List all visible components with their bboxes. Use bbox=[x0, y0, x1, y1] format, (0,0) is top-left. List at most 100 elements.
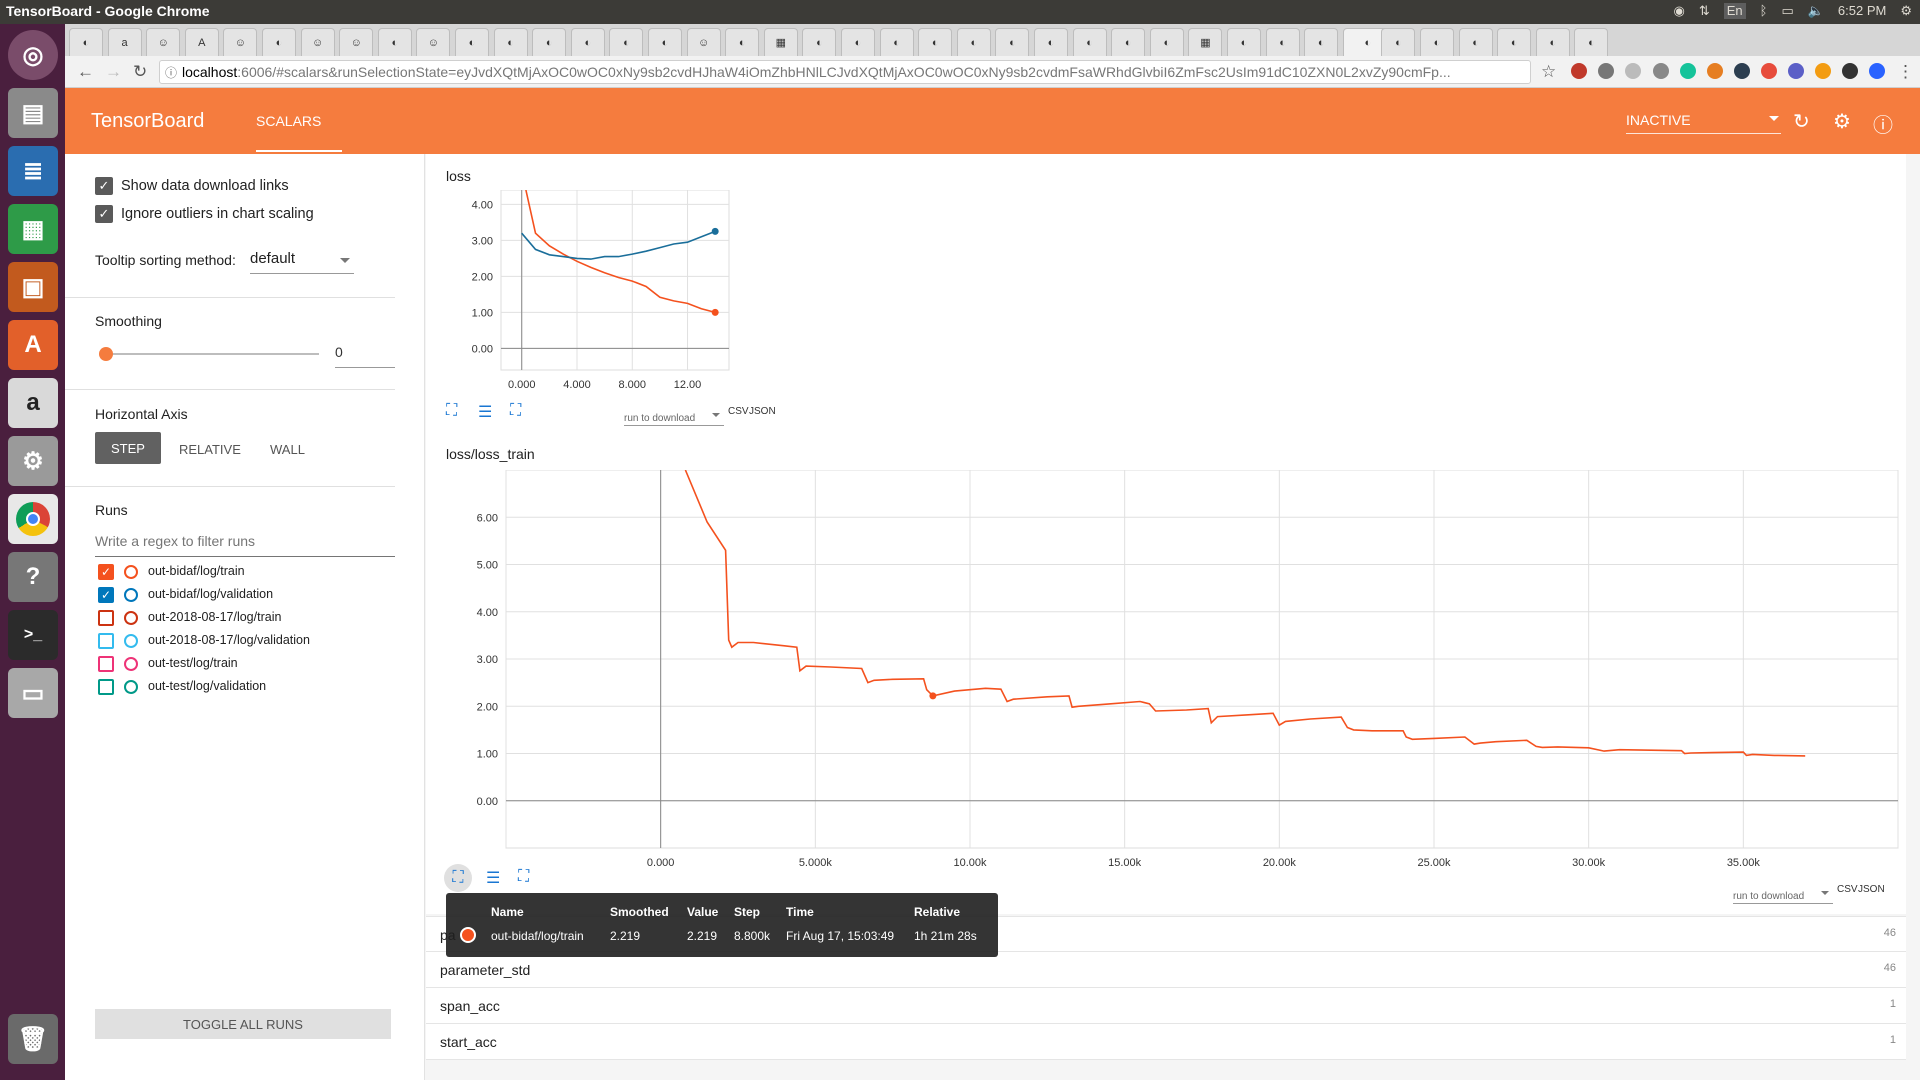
extension-icon[interactable] bbox=[1625, 63, 1641, 79]
extension-icon[interactable] bbox=[1788, 63, 1804, 79]
clock[interactable]: 6:52 PM bbox=[1837, 3, 1887, 18]
axis-step-button[interactable]: STEP bbox=[95, 432, 161, 464]
run-color-circle[interactable] bbox=[124, 634, 138, 648]
bookmark-star-icon[interactable]: ☆ bbox=[1541, 62, 1557, 81]
run-color-circle[interactable] bbox=[124, 565, 138, 579]
download-json-link[interactable]: JSON bbox=[1858, 884, 1885, 895]
browser-tab[interactable]: ☺ bbox=[339, 28, 374, 56]
download-json-link[interactable]: JSON bbox=[749, 406, 776, 417]
browser-tab[interactable]: ◐ bbox=[1381, 28, 1416, 56]
reload-icon[interactable]: ↻ bbox=[1793, 111, 1810, 133]
fit-domain-icon[interactable]: ⛶ bbox=[510, 402, 522, 419]
gear-icon[interactable]: ⚙ bbox=[1900, 3, 1912, 18]
axis-relative-button[interactable]: RELATIVE bbox=[179, 442, 241, 457]
battery-icon[interactable]: ▭ bbox=[1781, 3, 1794, 18]
smoothing-input[interactable]: 0 bbox=[335, 344, 395, 368]
tooltip-sorting-select[interactable]: default bbox=[250, 250, 354, 274]
address-bar[interactable]: ⓘ localhost:6006/#scalars&runSelectionSt… bbox=[159, 60, 1531, 84]
settings-gear-icon[interactable]: ⚙ bbox=[1833, 111, 1851, 133]
browser-tab[interactable]: ◐ bbox=[802, 28, 837, 56]
browser-tab[interactable]: ▦ bbox=[1188, 28, 1223, 56]
browser-tab[interactable]: ◐ bbox=[377, 28, 412, 56]
chrome-icon[interactable] bbox=[8, 494, 58, 544]
download-csv-link[interactable]: CSV bbox=[728, 406, 749, 417]
amazon-icon[interactable]: a bbox=[8, 378, 58, 428]
rss-icon[interactable] bbox=[1815, 63, 1831, 79]
browser-tab[interactable]: ☺ bbox=[223, 28, 258, 56]
grammarly-icon[interactable] bbox=[1680, 63, 1696, 79]
run-color-circle[interactable] bbox=[124, 611, 138, 625]
run-color-circle[interactable] bbox=[124, 680, 138, 694]
software-center-icon[interactable]: A bbox=[8, 320, 58, 370]
browser-tab[interactable]: ◐ bbox=[918, 28, 953, 56]
terminal-icon[interactable]: >_ bbox=[8, 610, 58, 660]
log-scale-icon[interactable]: ☰ bbox=[486, 870, 501, 887]
browser-tab[interactable]: ◐ bbox=[455, 28, 489, 56]
inactive-dashboard-select[interactable]: INACTIVE bbox=[1626, 112, 1781, 134]
volume-icon[interactable]: 🔈 bbox=[1807, 3, 1824, 18]
loss-chart[interactable]: 0.000 4.000 8.000 12.00 0.00 1.00 2.00 3.00 4.00 bbox=[446, 190, 776, 410]
calc-icon[interactable]: ▦ bbox=[8, 204, 58, 254]
browser-tab[interactable]: ◐ bbox=[1304, 28, 1339, 56]
browser-tab[interactable]: ◐ bbox=[995, 28, 1030, 56]
files-icon[interactable]: ▤ bbox=[8, 88, 58, 138]
run-color-circle[interactable] bbox=[124, 588, 138, 602]
browser-tab[interactable]: ◐ bbox=[1420, 28, 1454, 56]
browser-tab[interactable]: a bbox=[107, 28, 142, 56]
run-checkbox[interactable]: ✓ bbox=[98, 564, 114, 580]
browser-tab[interactable]: ☺ bbox=[686, 28, 721, 56]
loss-train-chart[interactable]: 0.000 5.000k 10.00k 15.00k 20.00k 25.00k 30.00… bbox=[446, 470, 1906, 880]
toggle-all-runs-button[interactable]: TOGGLE ALL RUNS bbox=[95, 1009, 391, 1039]
browser-tab[interactable]: ☺ bbox=[146, 28, 181, 56]
browser-tab[interactable]: ◐ bbox=[609, 28, 644, 56]
bluetooth-icon[interactable]: ᛒ bbox=[1759, 3, 1768, 18]
menu-icon[interactable]: ⋮ bbox=[1897, 62, 1914, 81]
category-row[interactable]: start_acc 1 bbox=[426, 1024, 1906, 1060]
writer-icon[interactable]: ≣ bbox=[8, 146, 58, 196]
browser-tab[interactable]: ◐ bbox=[532, 28, 567, 56]
extension-icon[interactable] bbox=[1761, 63, 1777, 79]
extension-icon[interactable] bbox=[1734, 63, 1750, 79]
runs-filter-input[interactable]: Write a regex to filter runs bbox=[95, 533, 395, 557]
run-checkbox[interactable] bbox=[98, 656, 114, 672]
browser-tab[interactable]: A bbox=[184, 28, 219, 56]
run-checkbox[interactable] bbox=[98, 633, 114, 649]
adblock-icon[interactable] bbox=[1571, 63, 1587, 79]
browser-tab[interactable]: ◐ bbox=[1574, 28, 1609, 56]
fit-domain-icon[interactable]: ⛶ bbox=[518, 868, 530, 885]
download-icon[interactable] bbox=[1653, 63, 1669, 79]
browser-tab[interactable]: ◐ bbox=[493, 28, 528, 56]
smoothing-slider[interactable] bbox=[99, 347, 319, 361]
fullscreen-icon[interactable]: ⛶ bbox=[446, 402, 458, 419]
browser-tab[interactable]: ☺ bbox=[300, 28, 335, 56]
trash-icon[interactable]: 🗑 bbox=[8, 1014, 58, 1064]
show-download-links-checkbox[interactable]: ✓ bbox=[95, 177, 113, 195]
run-to-download-select[interactable]: run to download bbox=[624, 408, 724, 426]
browser-tab[interactable]: ◐ bbox=[1034, 28, 1068, 56]
log-scale-icon[interactable]: ☰ bbox=[478, 404, 493, 421]
ignore-outliers-checkbox[interactable]: ✓ bbox=[95, 205, 113, 223]
reload-icon[interactable]: ↻ bbox=[133, 62, 148, 81]
category-row[interactable]: span_acc 1 bbox=[426, 988, 1906, 1024]
browser-tab[interactable]: ◐ bbox=[1458, 28, 1493, 56]
settings-icon[interactable]: ⚙ bbox=[8, 436, 58, 486]
back-icon[interactable]: ← bbox=[77, 62, 94, 81]
browser-tab[interactable]: ◐ bbox=[725, 28, 760, 56]
browser-tab[interactable]: ▦ bbox=[763, 28, 798, 56]
browser-tab[interactable]: ◐ bbox=[1265, 28, 1300, 56]
extension-icon[interactable] bbox=[1598, 63, 1614, 79]
ubuntu-logo-icon[interactable]: ◎ bbox=[8, 30, 58, 80]
forward-icon[interactable]: → bbox=[105, 62, 122, 81]
run-checkbox[interactable] bbox=[98, 679, 114, 695]
browser-tab[interactable]: ◐ bbox=[648, 28, 682, 56]
browser-tab[interactable]: ◐ bbox=[1535, 28, 1570, 56]
browser-tab[interactable]: ◐ bbox=[879, 28, 914, 56]
browser-tab[interactable]: ◐ bbox=[841, 28, 875, 56]
run-to-download-select[interactable]: run to download bbox=[1733, 886, 1833, 904]
fullscreen-icon[interactable]: ⛶ bbox=[444, 864, 472, 892]
slider-knob[interactable] bbox=[99, 347, 113, 361]
extension-icon[interactable] bbox=[1707, 63, 1723, 79]
network-icon[interactable]: ⇅ bbox=[1698, 3, 1710, 18]
run-checkbox[interactable]: ✓ bbox=[98, 587, 114, 603]
help-icon[interactable]: ? bbox=[8, 552, 58, 602]
